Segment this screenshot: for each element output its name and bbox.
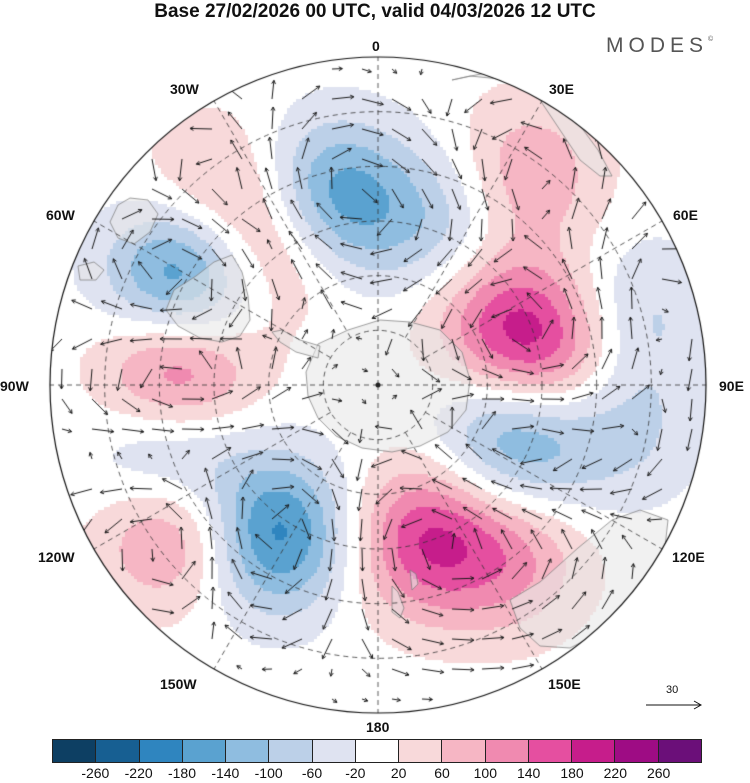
colorbar-swatch xyxy=(53,740,97,762)
lon-label-0: 0 xyxy=(372,38,380,54)
lon-label-60w: 60W xyxy=(46,207,75,223)
colorbar-swatch xyxy=(355,740,400,762)
chart-title: Base 27/02/2026 00 UTC, valid 04/03/2026… xyxy=(154,1,596,22)
lon-label-180: 180 xyxy=(366,719,390,735)
lon-label-150w: 150W xyxy=(160,676,197,692)
colorbar-swatch xyxy=(485,740,529,762)
colorbar-swatch xyxy=(658,740,701,762)
colorbar-swatch xyxy=(399,740,443,762)
colorbar-tick-label: 20 xyxy=(390,765,407,781)
colorbar-tick-label: -140 xyxy=(211,765,240,781)
lon-label-150e: 150E xyxy=(548,676,581,692)
colorbar-swatch xyxy=(139,740,183,762)
colorbar-tick-label: 260 xyxy=(646,765,671,781)
colorbar-tick-label: -60 xyxy=(301,765,323,781)
brand-text: MODES xyxy=(606,34,709,57)
lon-label-120e: 120E xyxy=(672,549,705,565)
colorbar-swatch xyxy=(572,740,616,762)
colorbar-tick-label: -220 xyxy=(124,765,153,781)
colorbar-tick-label: -100 xyxy=(254,765,283,781)
reference-vector-arrow-icon xyxy=(646,700,703,710)
colorbar-tick-label: 220 xyxy=(603,765,628,781)
colorbar-swatch xyxy=(528,740,573,762)
polar-map-canvas xyxy=(0,0,750,735)
colorbar-swatch xyxy=(226,740,270,762)
lon-label-30e: 30E xyxy=(549,81,574,97)
colorbar-swatch xyxy=(182,740,227,762)
colorbar-tick-label: 140 xyxy=(516,765,541,781)
lon-label-30w: 30W xyxy=(170,81,199,97)
colorbar xyxy=(52,739,702,763)
lon-label-120w: 120W xyxy=(38,549,75,565)
colorbar-tick-label: 100 xyxy=(473,765,498,781)
reference-vector-label: 30 xyxy=(666,684,679,696)
colorbar-swatch xyxy=(442,740,486,762)
colorbar-tick-label: -20 xyxy=(345,765,366,781)
colorbar-swatch xyxy=(269,740,313,762)
lon-label-90w: 90W xyxy=(0,378,29,394)
colorbar-tick-label: -180 xyxy=(167,765,197,781)
colorbar-ticks: -260 -220 -180 -140 -100 -60 -20 20 60 100 140 180 2… xyxy=(0,765,750,783)
colorbar-swatch xyxy=(312,740,356,762)
colorbar-tick-label: 180 xyxy=(560,765,584,781)
brand-logo: MODES© xyxy=(606,34,713,58)
lon-label-90e: 90E xyxy=(719,378,744,394)
colorbar-tick-label: 60 xyxy=(434,765,450,781)
brand-copyright: © xyxy=(708,36,714,43)
colorbar-swatch xyxy=(615,740,659,762)
colorbar-swatch xyxy=(96,740,140,762)
lon-label-60e: 60E xyxy=(673,207,698,223)
colorbar-tick-label: -260 xyxy=(81,765,110,781)
